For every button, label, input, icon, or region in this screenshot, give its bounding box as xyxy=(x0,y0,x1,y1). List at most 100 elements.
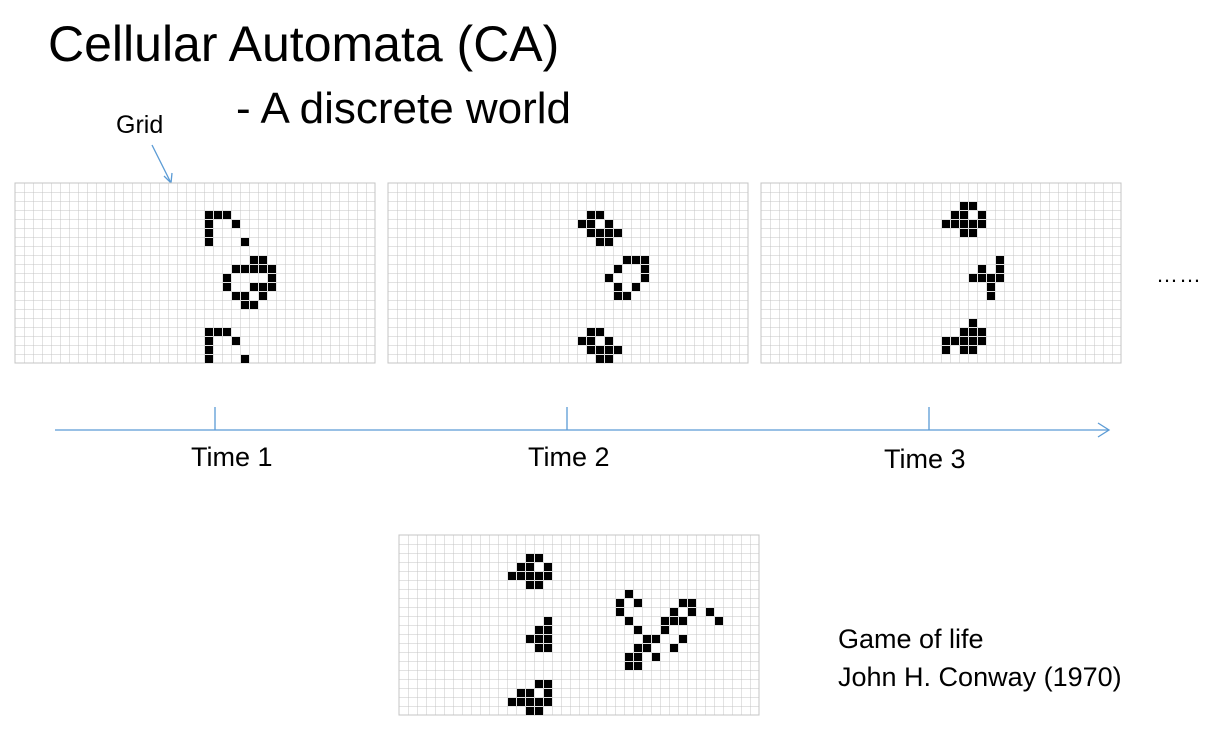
grid-lines xyxy=(760,182,1122,364)
credit-author: John H. Conway (1970) xyxy=(838,662,1122,692)
live-cell xyxy=(969,346,977,354)
credit-game-name: Game of life xyxy=(838,624,984,654)
live-cell xyxy=(679,635,687,643)
live-cell xyxy=(544,563,552,571)
live-cells xyxy=(205,211,276,363)
live-cell xyxy=(960,211,968,219)
grid-time-1 xyxy=(14,182,376,364)
live-cell xyxy=(544,626,552,634)
live-cell xyxy=(205,337,213,345)
live-cell xyxy=(625,590,633,598)
live-cell xyxy=(587,229,595,237)
live-cell xyxy=(960,220,968,228)
live-cell xyxy=(596,238,604,246)
live-cell xyxy=(259,292,267,300)
live-cell xyxy=(596,229,604,237)
live-cell xyxy=(259,265,267,273)
live-cell xyxy=(715,617,723,625)
live-cell xyxy=(223,211,231,219)
live-cell xyxy=(587,328,595,336)
grid-lines xyxy=(398,534,760,716)
live-cell xyxy=(987,274,995,282)
live-cell xyxy=(670,608,678,616)
live-cell xyxy=(250,265,258,273)
grid-callout-label: Grid xyxy=(116,111,164,139)
time-label-1: Time 1 xyxy=(191,442,273,472)
live-cell xyxy=(535,581,543,589)
live-cell xyxy=(508,698,516,706)
live-cell xyxy=(634,599,642,607)
live-cell xyxy=(250,283,258,291)
live-cell xyxy=(670,644,678,652)
live-cell xyxy=(587,211,595,219)
live-cell xyxy=(605,274,613,282)
live-cell xyxy=(268,283,276,291)
live-cell xyxy=(205,355,213,363)
live-cell xyxy=(544,635,552,643)
live-cell xyxy=(508,572,516,580)
live-cell xyxy=(605,229,613,237)
live-cells xyxy=(578,211,649,363)
live-cell xyxy=(623,292,631,300)
live-cell xyxy=(623,256,631,264)
live-cell xyxy=(960,202,968,210)
live-cell xyxy=(241,265,249,273)
live-cell xyxy=(223,283,231,291)
live-cell xyxy=(526,563,534,571)
live-cell xyxy=(960,337,968,345)
live-cell xyxy=(987,292,995,300)
live-cell xyxy=(232,292,240,300)
grid-lines xyxy=(14,182,376,364)
live-cell xyxy=(614,265,622,273)
live-cell xyxy=(535,707,543,715)
live-cell xyxy=(526,554,534,562)
slide-title: Cellular Automata (CA) xyxy=(48,16,560,72)
live-cell xyxy=(969,274,977,282)
live-cell xyxy=(706,608,714,616)
live-cell xyxy=(250,301,258,309)
live-cell xyxy=(578,337,586,345)
live-cell xyxy=(969,328,977,336)
live-cell xyxy=(625,653,633,661)
live-cell xyxy=(661,626,669,634)
live-cell xyxy=(605,238,613,246)
live-cell xyxy=(969,229,977,237)
live-cell xyxy=(250,256,258,264)
live-cell xyxy=(268,274,276,282)
live-cell xyxy=(978,220,986,228)
live-cell xyxy=(614,229,622,237)
live-cell xyxy=(205,238,213,246)
live-cell xyxy=(241,301,249,309)
live-cell xyxy=(978,328,986,336)
grid-lines xyxy=(387,182,749,364)
live-cell xyxy=(544,689,552,697)
live-cell xyxy=(942,220,950,228)
live-cell xyxy=(544,698,552,706)
live-cell xyxy=(526,635,534,643)
live-cell xyxy=(517,572,525,580)
live-cell xyxy=(969,337,977,345)
live-cell xyxy=(634,644,642,652)
live-cell xyxy=(652,635,660,643)
live-cell xyxy=(205,346,213,354)
live-cell xyxy=(996,274,1004,282)
live-cell xyxy=(969,202,977,210)
slide-subtitle: - A discrete world xyxy=(236,84,572,133)
live-cell xyxy=(969,319,977,327)
live-cell xyxy=(232,337,240,345)
live-cell xyxy=(643,635,651,643)
live-cell xyxy=(960,346,968,354)
live-cell xyxy=(268,265,276,273)
live-cell xyxy=(587,337,595,345)
live-cell xyxy=(526,572,534,580)
live-cell xyxy=(535,572,543,580)
live-cell xyxy=(526,689,534,697)
live-cell xyxy=(634,626,642,634)
grid-callout-arrow xyxy=(151,144,172,184)
time-axis-arrowhead xyxy=(1097,422,1111,438)
grid-game-of-life xyxy=(398,534,760,716)
live-cell xyxy=(205,211,213,219)
live-cell xyxy=(987,283,995,291)
live-cell xyxy=(517,698,525,706)
